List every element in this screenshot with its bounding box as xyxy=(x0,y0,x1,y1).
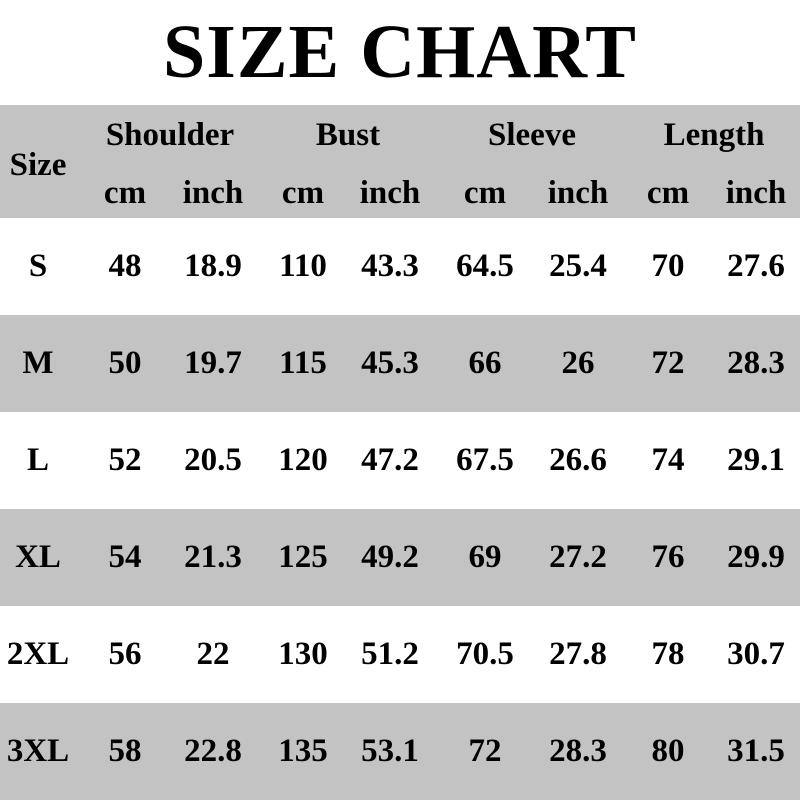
measurement-cell: 78 xyxy=(651,636,685,672)
size-label: M xyxy=(22,345,54,381)
table-row: S 48 18.9 110 43.3 64.5 25.4 70 27.6 xyxy=(0,218,800,315)
measurement-cell: 26.6 xyxy=(549,442,607,478)
measurement-cell: 52 xyxy=(108,442,142,478)
measurement-cell: 54 xyxy=(108,539,142,575)
measurement-cell: 110 xyxy=(279,248,327,284)
measurement-cell: 30.7 xyxy=(727,636,785,672)
header-bust: Bust xyxy=(315,117,381,153)
measurement-cell: 27.2 xyxy=(549,539,607,575)
header-unit: cm xyxy=(646,175,690,211)
header-unit: inch xyxy=(725,175,787,211)
table-row: 2XL 56 22 130 51.2 70.5 27.8 78 30.7 xyxy=(0,606,800,703)
measurement-cell: 74 xyxy=(651,442,685,478)
page-title: SIZE CHART xyxy=(162,10,637,94)
measurement-cell: 22.8 xyxy=(184,733,242,769)
size-label: 3XL xyxy=(6,733,70,769)
measurement-cell: 72 xyxy=(651,345,685,381)
table-row: XL 54 21.3 125 49.2 69 27.2 76 29.9 xyxy=(0,509,800,606)
measurement-cell: 70.5 xyxy=(456,636,514,672)
size-label: 2XL xyxy=(6,636,70,672)
measurement-cell: 29.1 xyxy=(727,442,785,478)
measurement-cell: 28.3 xyxy=(727,345,785,381)
measurement-cell: 25.4 xyxy=(549,248,607,284)
measurement-cell: 26 xyxy=(561,345,595,381)
measurement-cell: 135 xyxy=(278,733,328,769)
measurement-cell: 66 xyxy=(468,345,502,381)
measurement-cell: 64.5 xyxy=(456,248,514,284)
measurement-cell: 49.2 xyxy=(361,539,419,575)
table-row: M 50 19.7 115 45.3 66 26 72 28.3 xyxy=(0,315,800,412)
measurement-cell: 58 xyxy=(108,733,142,769)
measurement-cell: 115 xyxy=(279,345,327,381)
header-unit: cm xyxy=(103,175,147,211)
measurement-cell: 72 xyxy=(468,733,502,769)
measurement-cell: 53.1 xyxy=(361,733,419,769)
header-unit: cm xyxy=(463,175,507,211)
measurement-cell: 76 xyxy=(651,539,685,575)
measurement-cell: 43.3 xyxy=(361,248,419,284)
measurement-cell: 51.2 xyxy=(361,636,419,672)
measurement-cell: 21.3 xyxy=(184,539,242,575)
measurement-cell: 80 xyxy=(651,733,685,769)
header-size: Size xyxy=(9,147,67,183)
measurement-cell: 120 xyxy=(278,442,328,478)
header-sleeve: Sleeve xyxy=(488,117,576,153)
header-shoulder: Shoulder xyxy=(105,117,235,153)
header-unit: inch xyxy=(547,175,609,211)
measurement-cell: 19.7 xyxy=(184,345,242,381)
measurement-cell: 48 xyxy=(108,248,142,284)
measurement-cell: 31.5 xyxy=(727,733,785,769)
measurement-cell: 125 xyxy=(278,539,328,575)
size-label: XL xyxy=(15,539,61,575)
measurement-cell: 70 xyxy=(651,248,685,284)
header-length: Length xyxy=(663,117,765,153)
measurement-cell: 20.5 xyxy=(184,442,242,478)
table-header: Size Shoulder Bust Sleeve Length cm inch… xyxy=(0,105,800,218)
header-unit: inch xyxy=(182,175,244,211)
measurement-cell: 50 xyxy=(108,345,142,381)
measurement-cell: 18.9 xyxy=(184,248,242,284)
measurement-cell: 28.3 xyxy=(549,733,607,769)
header-unit: inch xyxy=(359,175,421,211)
size-label: L xyxy=(26,442,50,478)
table-row: 3XL 58 22.8 135 53.1 72 28.3 80 31.5 xyxy=(0,703,800,800)
measurement-cell: 45.3 xyxy=(361,345,419,381)
measurement-cell: 130 xyxy=(278,636,328,672)
measurement-cell: 27.6 xyxy=(727,248,785,284)
measurement-cell: 29.9 xyxy=(727,539,785,575)
measurement-cell: 56 xyxy=(108,636,142,672)
measurement-cell: 67.5 xyxy=(456,442,514,478)
measurement-cell: 47.2 xyxy=(361,442,419,478)
measurement-cell: 69 xyxy=(468,539,502,575)
size-label: S xyxy=(28,248,48,284)
measurement-cell: 22 xyxy=(196,636,230,672)
measurement-cell: 27.8 xyxy=(549,636,607,672)
table-row: L 52 20.5 120 47.2 67.5 26.6 74 29.1 xyxy=(0,412,800,509)
header-unit: cm xyxy=(281,175,325,211)
